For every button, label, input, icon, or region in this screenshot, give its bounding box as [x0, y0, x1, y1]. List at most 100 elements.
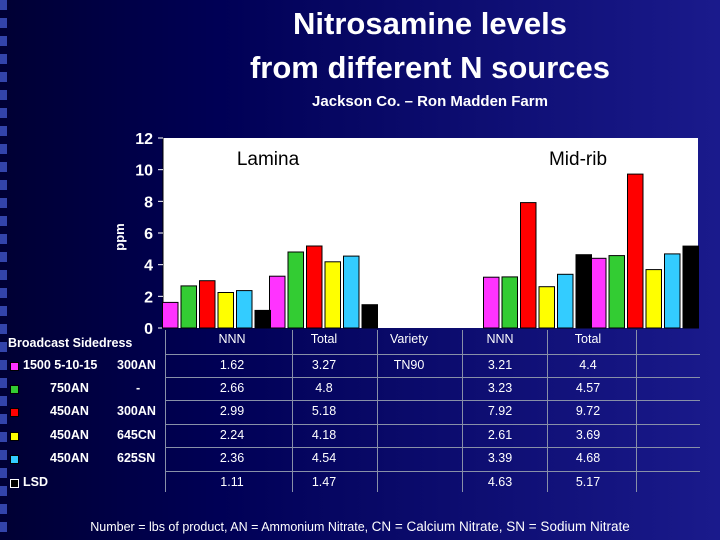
table-cell: 4.63 [487, 475, 513, 489]
table-cell: 4.57 [575, 381, 601, 395]
table-cell: 3.69 [575, 428, 601, 442]
row-sidedress-label: 645CN [117, 428, 156, 442]
bar [557, 273, 574, 329]
bar [217, 292, 234, 329]
table-cell: 1.47 [311, 475, 337, 489]
table-cell: 5.17 [575, 475, 601, 489]
bar [269, 275, 286, 329]
bar [575, 254, 592, 329]
row-sidedress-label: 300AN [117, 404, 156, 418]
table-cell: 7.92 [487, 404, 513, 418]
bar [287, 251, 304, 329]
table-cell: 2.36 [219, 451, 245, 465]
legend-swatch [10, 432, 19, 441]
row-broadcast-label: LSD [23, 475, 48, 489]
y-tick-label: 2 [144, 289, 153, 306]
table-grid-line [165, 330, 166, 492]
y-axis-label: ppm [112, 223, 127, 250]
table-cell: TN90 [393, 358, 425, 372]
table-cell: 4.8 [315, 381, 333, 395]
bar [343, 255, 360, 329]
chart-subtitle: Jackson Co. – Ron Madden Farm [312, 93, 548, 110]
row-broadcast-label: 450AN [50, 428, 89, 442]
footnote-part-1: Number = lbs of product, AN = Ammonium N… [90, 520, 372, 534]
table-cell: 2.99 [219, 404, 245, 418]
y-tick-label: 0 [144, 321, 153, 338]
table-cell: 2.61 [487, 428, 513, 442]
bar [180, 285, 197, 329]
table-cell: 3.23 [487, 381, 513, 395]
data-table: Broadcast Sidedress NNN Total Variety NNN Tot… [0, 330, 720, 492]
bar [627, 173, 644, 329]
bar [254, 309, 271, 329]
bar [590, 257, 607, 329]
y-tick-label: 8 [144, 194, 153, 211]
legend-swatch [10, 479, 19, 488]
bar [608, 255, 625, 329]
bar [236, 290, 253, 329]
bar [162, 301, 179, 329]
table-column-header: Total [574, 332, 602, 346]
table-grid-line [377, 330, 378, 492]
table-grid-line [165, 471, 700, 472]
bar [645, 269, 662, 329]
table-cell: 4.4 [579, 358, 597, 372]
table-grid-line [165, 424, 700, 425]
group-label: Mid-rib [549, 149, 607, 170]
legend-swatch [10, 408, 19, 417]
footnote-part-2: CN = Calcium Nitrate, SN = Sodium Nitrat… [371, 519, 630, 534]
row-sidedress-label: - [136, 381, 141, 395]
bar [306, 245, 323, 329]
table-header-left: Broadcast Sidedress [8, 336, 133, 350]
y-tick-label: 12 [135, 131, 153, 148]
row-sidedress-label: 625SN [117, 451, 156, 465]
y-tick-label: 6 [144, 226, 153, 243]
title-line-2: from different N sources [249, 50, 610, 85]
y-tick-label: 10 [135, 163, 153, 180]
row-broadcast-label: 450AN [50, 451, 89, 465]
table-grid-line [462, 330, 463, 492]
row-sidedress-label: 300AN [117, 358, 156, 372]
title-line-1: Nitrosamine levels [293, 6, 567, 41]
table-column-header: Total [310, 332, 338, 346]
table-cell: 3.27 [311, 358, 337, 372]
bar [361, 304, 378, 329]
table-column-header: Variety [390, 332, 428, 346]
footnote: Number = lbs of product, AN = Ammonium N… [0, 519, 720, 534]
row-broadcast-label: 1500 5-10-15 [23, 358, 98, 372]
table-cell: 3.39 [487, 451, 513, 465]
legend-swatch [10, 455, 19, 464]
table-grid-line [165, 400, 700, 401]
table-cell: 1.11 [220, 475, 244, 489]
chart-title: Nitrosamine levels from different N sour… [160, 2, 700, 90]
bar [520, 202, 537, 329]
edge-decoration [0, 0, 7, 540]
bar [538, 286, 555, 329]
table-cell: 4.18 [311, 428, 337, 442]
bar [483, 276, 500, 329]
table-cell: 3.21 [487, 358, 513, 372]
row-broadcast-label: 750AN [50, 381, 89, 395]
table-cell: 2.24 [219, 428, 245, 442]
group-label: Lamina [237, 149, 300, 170]
bar [664, 253, 681, 329]
table-column-header: NNN [218, 332, 246, 346]
row-broadcast-label: 450AN [50, 404, 89, 418]
table-cell: 5.18 [311, 404, 337, 418]
table-grid-line [165, 377, 700, 378]
table-cell: 1.62 [219, 358, 245, 372]
table-grid-line [636, 330, 637, 492]
table-grid-line [165, 447, 700, 448]
y-tick-label: 4 [144, 258, 153, 275]
bar [199, 280, 216, 329]
table-cell: 4.68 [575, 451, 601, 465]
table-cell: 2.66 [219, 381, 245, 395]
table-grid-line [547, 330, 548, 492]
bar [682, 245, 699, 329]
table-column-header: NNN [486, 332, 514, 346]
bar [324, 261, 341, 329]
legend-swatch [10, 362, 19, 371]
table-grid-line [165, 354, 700, 355]
table-cell: 4.54 [311, 451, 337, 465]
